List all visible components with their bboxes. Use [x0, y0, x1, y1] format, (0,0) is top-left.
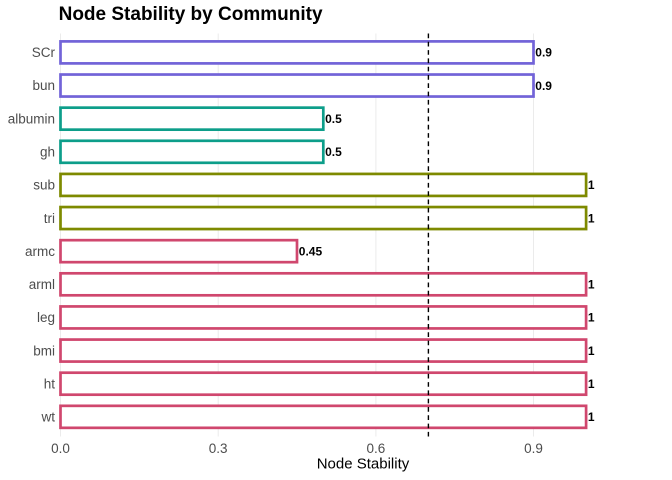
svg-text:1: 1 [588, 178, 595, 192]
svg-text:0.45: 0.45 [299, 244, 323, 258]
svg-text:1: 1 [588, 377, 595, 391]
svg-text:leg: leg [37, 310, 55, 325]
svg-text:1: 1 [588, 344, 595, 358]
svg-text:ht: ht [44, 376, 56, 391]
svg-text:1: 1 [588, 211, 595, 225]
svg-text:tri: tri [44, 211, 55, 226]
svg-text:1: 1 [588, 278, 595, 292]
svg-text:arml: arml [29, 277, 55, 292]
svg-text:0.5: 0.5 [325, 112, 342, 126]
svg-text:Node Stability: Node Stability [317, 456, 410, 473]
svg-text:0.5: 0.5 [325, 145, 342, 159]
svg-text:0.0: 0.0 [51, 441, 70, 456]
svg-text:1: 1 [588, 410, 595, 424]
svg-text:sub: sub [33, 178, 55, 193]
svg-text:bun: bun [32, 78, 55, 93]
svg-text:SCr: SCr [32, 45, 56, 60]
svg-text:0.6: 0.6 [367, 441, 386, 456]
svg-text:1: 1 [588, 311, 595, 325]
svg-text:0.9: 0.9 [535, 79, 552, 93]
svg-text:albumin: albumin [8, 111, 55, 126]
svg-text:wt: wt [41, 410, 56, 425]
svg-text:gh: gh [40, 144, 55, 159]
svg-text:armc: armc [25, 244, 55, 259]
svg-text:0.9: 0.9 [535, 46, 552, 60]
svg-text:0.3: 0.3 [209, 441, 228, 456]
svg-text:Node Stability by Community: Node Stability by Community [59, 4, 323, 25]
svg-text:bmi: bmi [33, 343, 55, 358]
svg-text:0.9: 0.9 [524, 441, 543, 456]
